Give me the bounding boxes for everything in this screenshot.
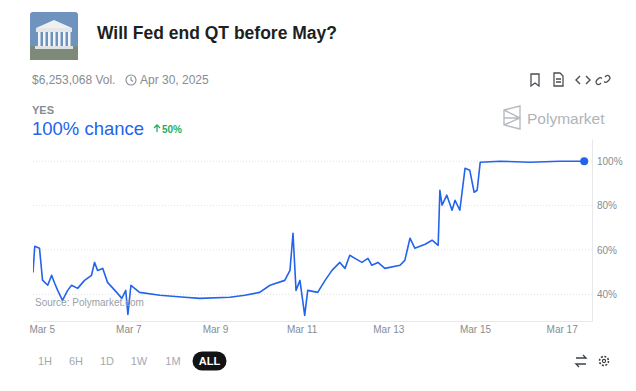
- x-tick: Mar 9: [203, 321, 229, 335]
- range-button[interactable]: ALL: [199, 355, 221, 367]
- x-axis: Mar 5 Mar 7 Mar 9 Mar 11 Mar 13 Mar 15 Mar 17: [29, 321, 592, 335]
- icon-column: [68, 32, 71, 46]
- x-tick: Mar 5: [29, 321, 55, 335]
- x-tick: Mar 7: [116, 321, 142, 335]
- series-line: [33, 161, 584, 315]
- clock-icon: [126, 75, 136, 85]
- x-tick-label: Mar 5: [29, 324, 55, 335]
- market-icon: [30, 12, 78, 60]
- icon-column: [63, 32, 66, 46]
- range-button[interactable]: 1M: [165, 355, 180, 367]
- change: 50%: [162, 124, 182, 135]
- x-tick-label: Mar 13: [373, 324, 405, 335]
- y-axis-line: [592, 140, 593, 322]
- bookmark-icon[interactable]: [531, 74, 539, 86]
- icon-steps: [35, 46, 73, 49]
- document-icon[interactable]: [554, 73, 563, 86]
- outcome-label: YES: [32, 104, 54, 116]
- icon-column: [38, 32, 41, 46]
- y-tick: 60%: [592, 245, 617, 256]
- x-tick-label: Mar 11: [287, 324, 318, 335]
- header: Will Fed end QT before May? $6,253,068 Vo…: [30, 12, 610, 87]
- icon-frieze: [36, 28, 72, 32]
- range-button[interactable]: 1W: [131, 355, 148, 367]
- chance: 100% chance: [32, 118, 144, 139]
- x-tick-label: Mar 7: [116, 324, 142, 335]
- x-tick-label: Mar 17: [547, 324, 579, 335]
- grid: [33, 161, 592, 294]
- header-icons: [531, 73, 610, 86]
- range-button[interactable]: 6H: [69, 355, 83, 367]
- y-tick-label: 40%: [597, 289, 617, 300]
- chart-svg: Will Fed end QT before May? $6,253,068 Vo…: [0, 0, 636, 391]
- icon-column: [53, 32, 56, 46]
- x-axis-line: [34, 321, 593, 322]
- embed-icon[interactable]: [576, 76, 590, 84]
- x-tick: Mar 15: [460, 321, 492, 335]
- x-tick: Mar 13: [373, 321, 405, 335]
- y-tick-label: 80%: [597, 200, 617, 211]
- watermark-logo: [504, 106, 520, 129]
- icon-column: [58, 32, 61, 46]
- source: Source: Polymarket.com: [35, 297, 144, 308]
- end-date: Apr 30, 2025: [140, 73, 209, 87]
- last-point: [580, 157, 588, 165]
- grid-line: [33, 205, 592, 206]
- icon-column: [43, 32, 46, 46]
- y-tick-label: 60%: [597, 245, 617, 256]
- x-tick: Mar 17: [547, 321, 579, 335]
- change-arrow: [154, 125, 160, 132]
- icon-roof: [36, 20, 72, 28]
- clock-face: [126, 75, 136, 85]
- x-tick-label: Mar 15: [460, 324, 492, 335]
- grid-line: [33, 249, 592, 250]
- range-button[interactable]: 1H: [38, 355, 52, 367]
- icon-column: [48, 32, 51, 46]
- x-tick-label: Mar 9: [203, 324, 229, 335]
- x-tick: Mar 11: [287, 321, 318, 335]
- page: Will Fed end QT before May? $6,253,068 Vo…: [0, 0, 636, 391]
- y-tick-label: 100%: [597, 156, 623, 167]
- settings-icon[interactable]: [600, 357, 609, 366]
- icon-ground: [30, 46, 78, 60]
- volume: $6,253,068 Vol.: [32, 73, 115, 87]
- swap-icon[interactable]: [576, 355, 586, 367]
- icon-sky: [30, 12, 78, 60]
- range-button[interactable]: 1D: [100, 355, 114, 367]
- y-tick: 80%: [592, 200, 617, 211]
- y-tick: 100%: [592, 156, 623, 167]
- watermark: Polymarket: [504, 106, 605, 129]
- link-icon[interactable]: [596, 76, 610, 85]
- title: Will Fed end QT before May?: [97, 23, 337, 43]
- grid-line: [33, 294, 592, 295]
- watermark-text: Polymarket: [527, 110, 605, 127]
- range-button-bg[interactable]: [193, 352, 227, 371]
- plot-marks: [33, 157, 588, 315]
- y-tick: 40%: [592, 289, 617, 300]
- y-axis: 40% 60% 80% 100%: [592, 140, 623, 322]
- clock-hands: [131, 77, 133, 82]
- settings-icon-center[interactable]: [602, 359, 605, 362]
- range-buttons: 1H 6H 1D 1W 1M ALL: [38, 352, 227, 371]
